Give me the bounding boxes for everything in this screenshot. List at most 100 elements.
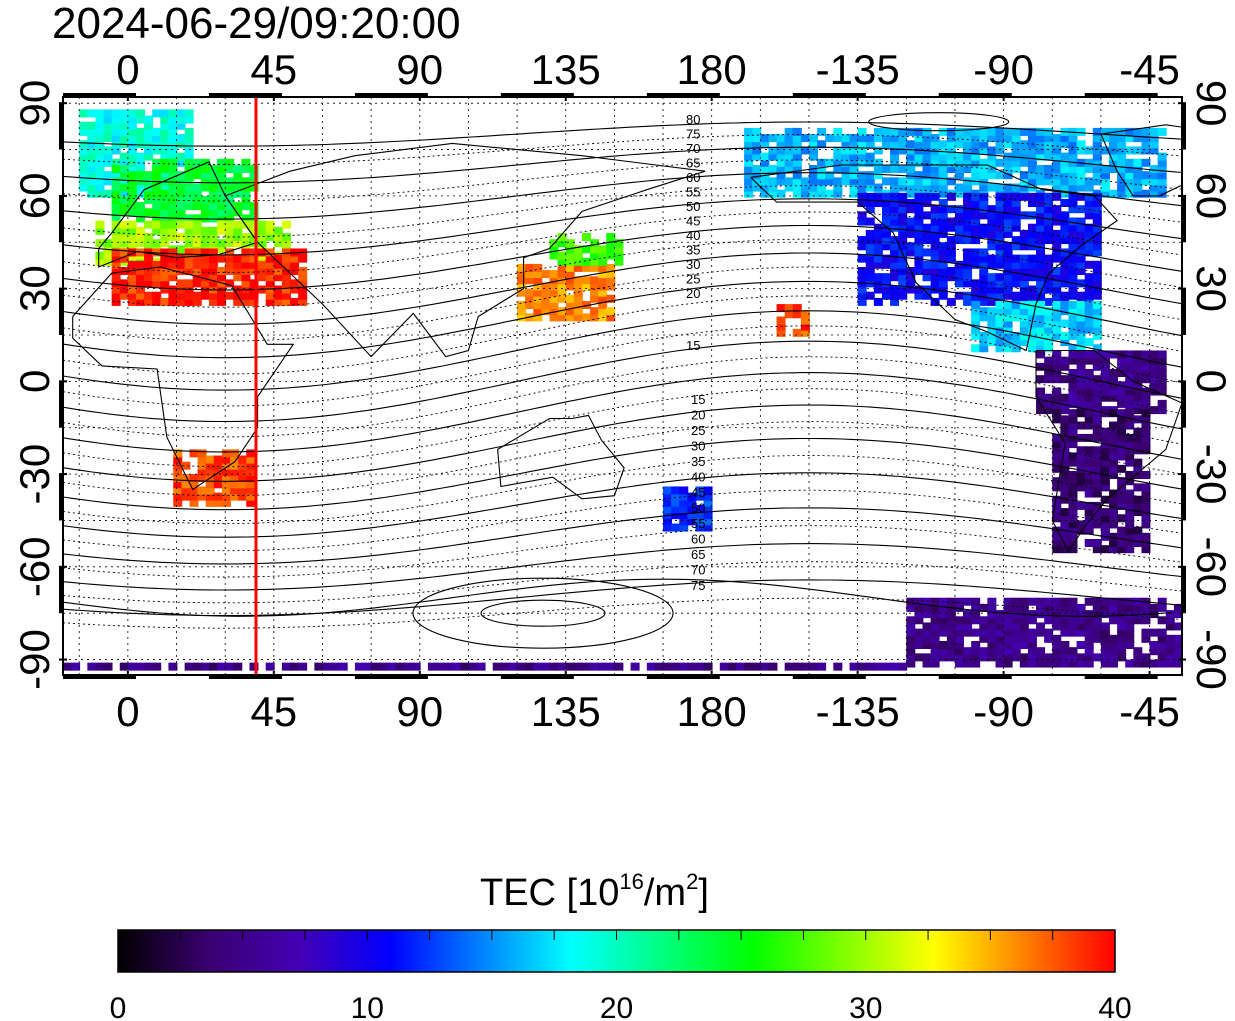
tec-cell [922, 192, 932, 201]
tec-cell [1052, 393, 1062, 402]
tec-cell [979, 171, 989, 180]
tec-cell [995, 183, 1005, 192]
tec-cell [1084, 446, 1094, 455]
tec-cell [225, 662, 235, 671]
tec-cell [111, 260, 121, 269]
tec-cell [1060, 189, 1070, 198]
tec-cell [1052, 433, 1062, 442]
left-tick [59, 658, 67, 661]
tec-cell [111, 214, 121, 223]
tec-cell [176, 115, 186, 124]
tec-cell [265, 267, 275, 275]
tec-cell [1060, 489, 1070, 498]
tec-cell [168, 127, 178, 136]
tec-cell [995, 140, 1005, 149]
tec-cell [1036, 301, 1046, 309]
right-lat-label--30: -30 [1188, 444, 1235, 505]
tec-cell [168, 273, 178, 282]
top-lon-label-135: 135 [531, 46, 601, 93]
tec-cell [557, 270, 567, 279]
left-bar [59, 566, 63, 614]
tec-cell [152, 202, 162, 211]
tec-cell [963, 647, 973, 656]
tec-cell [1060, 279, 1070, 288]
tec-cell [217, 189, 227, 198]
tec-cell [1052, 597, 1062, 606]
tec-cell [1117, 134, 1127, 143]
tec-cell [922, 291, 932, 300]
tec-cell [1003, 248, 1013, 257]
tec-cell [809, 189, 818, 198]
tec-cell [922, 622, 932, 631]
tec-cell [87, 177, 97, 186]
tec-cell [1068, 409, 1078, 418]
tec-cell [954, 616, 964, 625]
tec-cell [111, 285, 121, 294]
tec-cell [1084, 260, 1094, 269]
tec-cell [1084, 483, 1094, 492]
tec-cell [217, 254, 227, 263]
tec-cell [1052, 362, 1062, 371]
tec-cell [127, 273, 137, 282]
tec-cell [1044, 171, 1054, 180]
tec-cell [800, 316, 810, 325]
tec-cell [160, 214, 170, 223]
tec-cell [1036, 603, 1046, 612]
tec-cell [533, 301, 543, 309]
tec-cell [614, 245, 624, 254]
tec-cell [833, 177, 843, 186]
tec-cell [238, 467, 248, 476]
tec-cell [1125, 177, 1135, 186]
left-lat-label--60: -60 [11, 536, 58, 597]
tec-cell [938, 603, 948, 612]
tec-cell [1141, 501, 1151, 510]
tec-cell [719, 662, 729, 671]
tec-cell [1060, 356, 1070, 365]
tec-cell [995, 344, 1005, 353]
tec-cell [1003, 307, 1013, 316]
tec-cell [411, 662, 421, 671]
tec-cell [857, 267, 867, 275]
tec-cell [938, 285, 948, 294]
tec-cell [1052, 452, 1062, 461]
tec-cell [1003, 242, 1013, 251]
tec-cell [1157, 183, 1167, 192]
tec-cell [1092, 331, 1102, 340]
tec-cell [865, 273, 875, 282]
tec-cell [176, 171, 186, 180]
tec-cell [679, 517, 689, 526]
tec-cell [1019, 236, 1029, 245]
tec-cell [1125, 634, 1135, 643]
tec-cell [160, 195, 170, 204]
tec-cell [298, 297, 308, 306]
tec-cell [176, 195, 186, 204]
tec-cell [1044, 331, 1054, 340]
tec-cell [946, 146, 956, 155]
tec-cell [111, 146, 121, 155]
tec-cell [1052, 501, 1062, 510]
tec-cell [205, 480, 215, 489]
tec-cell [1027, 325, 1037, 334]
tec-cell [1125, 381, 1135, 390]
tec-cell [1011, 291, 1021, 300]
tec-cell [213, 455, 223, 464]
tec-cell [557, 294, 567, 303]
tec-cell [565, 257, 575, 266]
tec-cell [257, 239, 267, 248]
tec-cell [217, 195, 227, 204]
tec-cell [1068, 471, 1078, 479]
tec-cell [1068, 331, 1078, 340]
tec-cell [938, 248, 948, 257]
tec-cell [160, 202, 170, 211]
tec-cell [1157, 634, 1167, 643]
tec-cell [1117, 532, 1127, 541]
tec-cell [963, 152, 973, 161]
tec-cell [663, 486, 673, 495]
tec-cell [1068, 350, 1078, 359]
tec-cell [152, 183, 162, 192]
tec-cell [971, 211, 981, 220]
tec-cell [922, 183, 932, 192]
tec-cell [111, 279, 121, 288]
tec-cell [906, 616, 916, 625]
tec-cell [963, 622, 973, 631]
